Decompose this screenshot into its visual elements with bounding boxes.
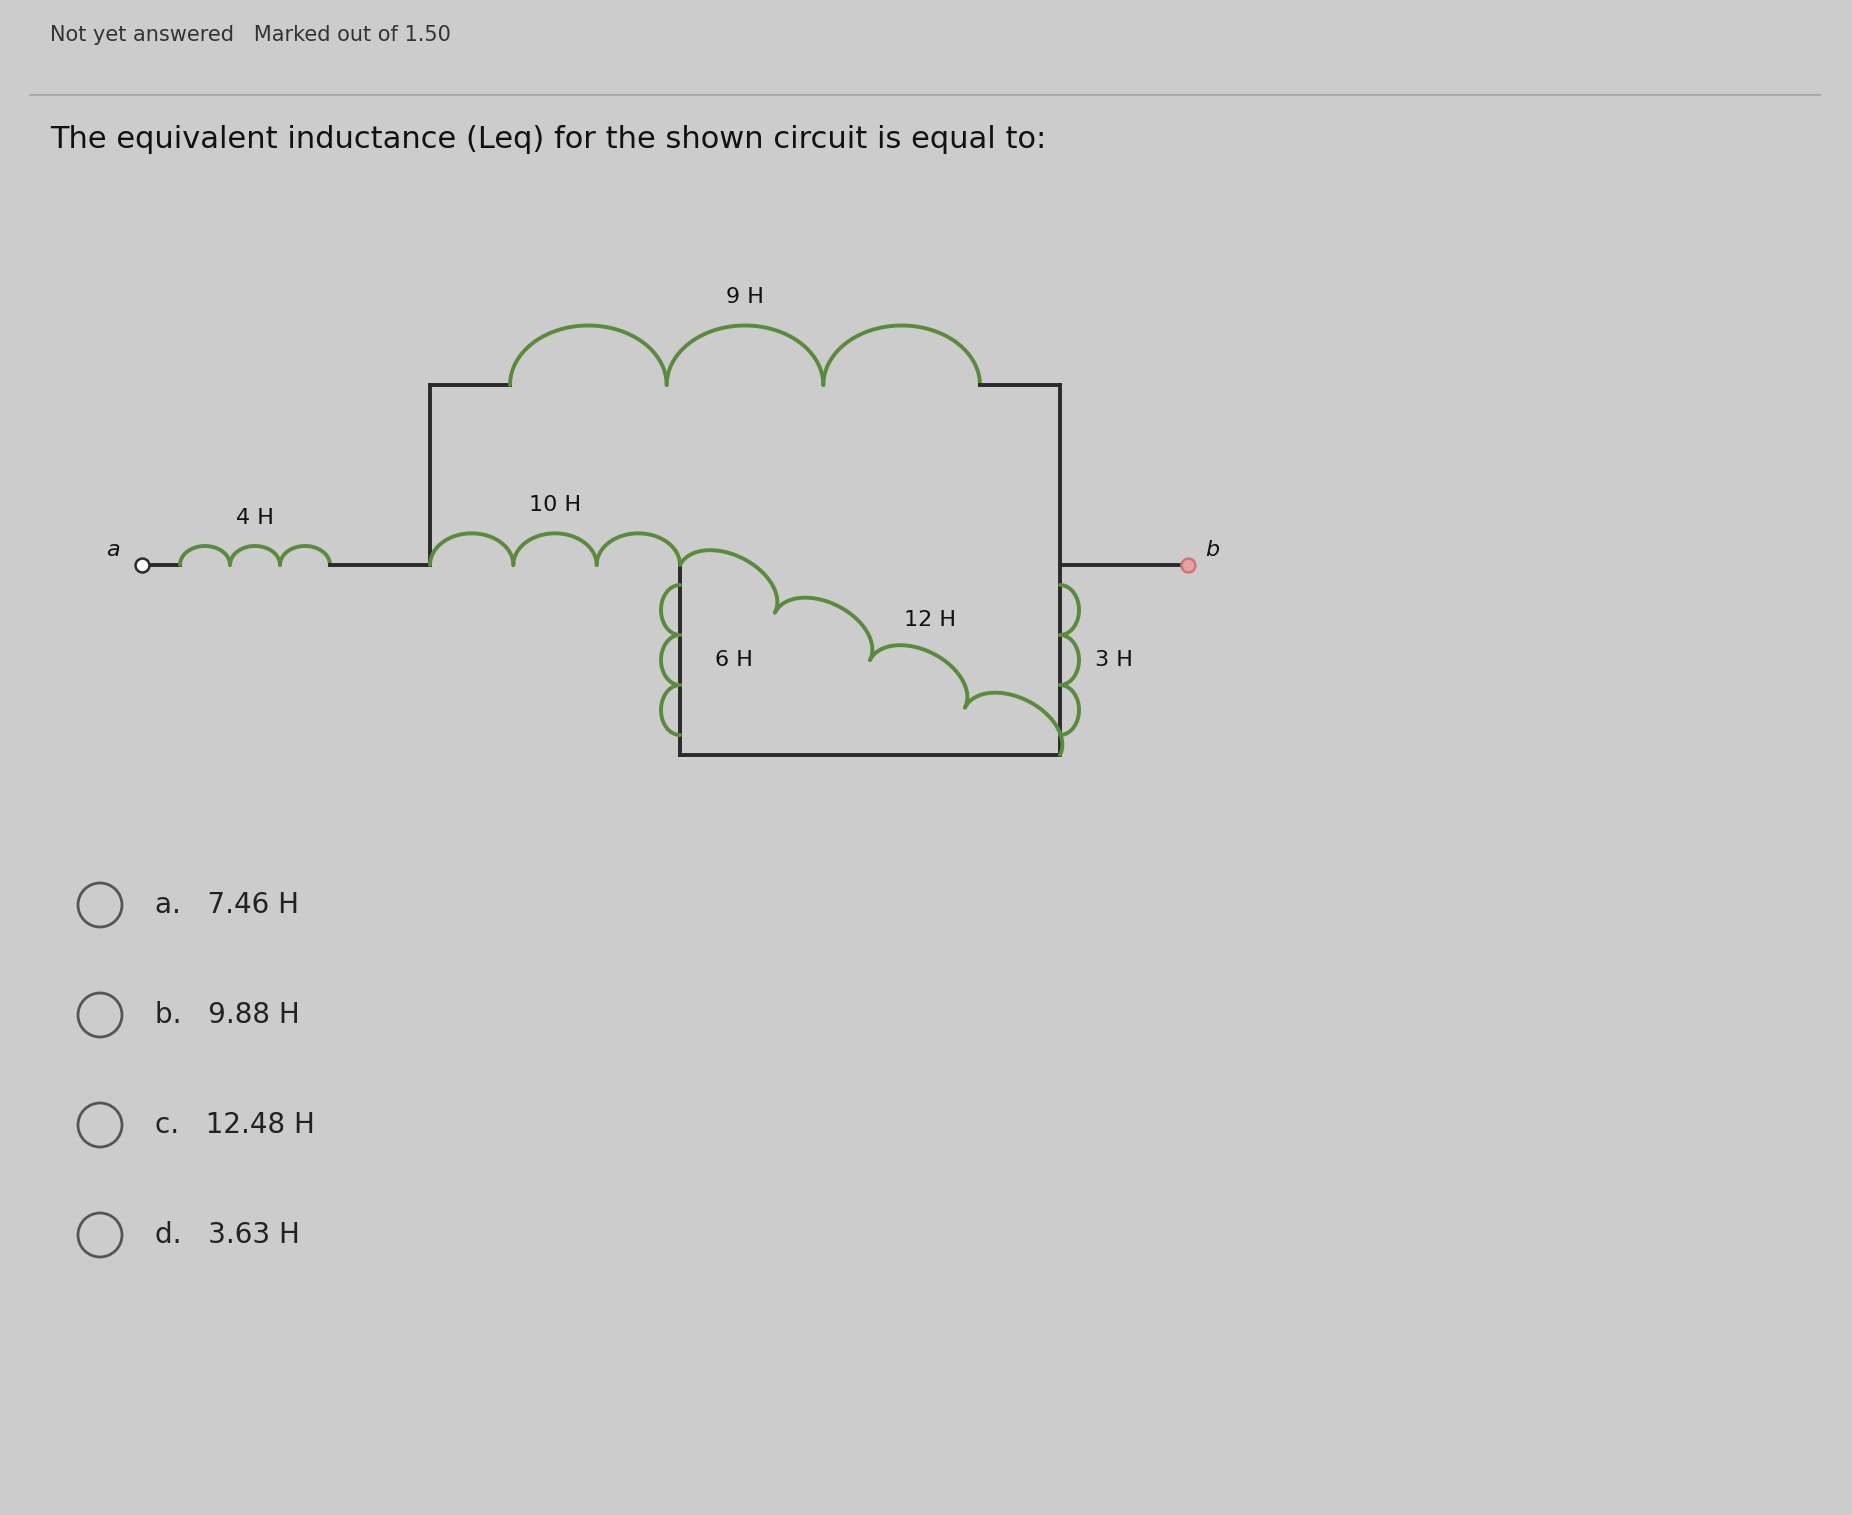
Text: 10 H: 10 H — [530, 495, 582, 515]
Text: 3 H: 3 H — [1095, 650, 1133, 670]
Text: a.   7.46 H: a. 7.46 H — [156, 891, 298, 920]
Text: b: b — [1206, 539, 1219, 561]
Text: 6 H: 6 H — [715, 650, 754, 670]
Text: c.   12.48 H: c. 12.48 H — [156, 1110, 315, 1139]
Text: b.   9.88 H: b. 9.88 H — [156, 1001, 300, 1029]
Text: 4 H: 4 H — [235, 508, 274, 529]
Text: 12 H: 12 H — [904, 611, 956, 630]
Text: d.   3.63 H: d. 3.63 H — [156, 1221, 300, 1248]
Text: 9 H: 9 H — [726, 288, 763, 308]
Text: a: a — [106, 539, 120, 561]
Text: Not yet answered   Marked out of 1.50: Not yet answered Marked out of 1.50 — [50, 26, 450, 45]
Text: The equivalent inductance (Leq) for the shown circuit is equal to:: The equivalent inductance (Leq) for the … — [50, 126, 1046, 155]
